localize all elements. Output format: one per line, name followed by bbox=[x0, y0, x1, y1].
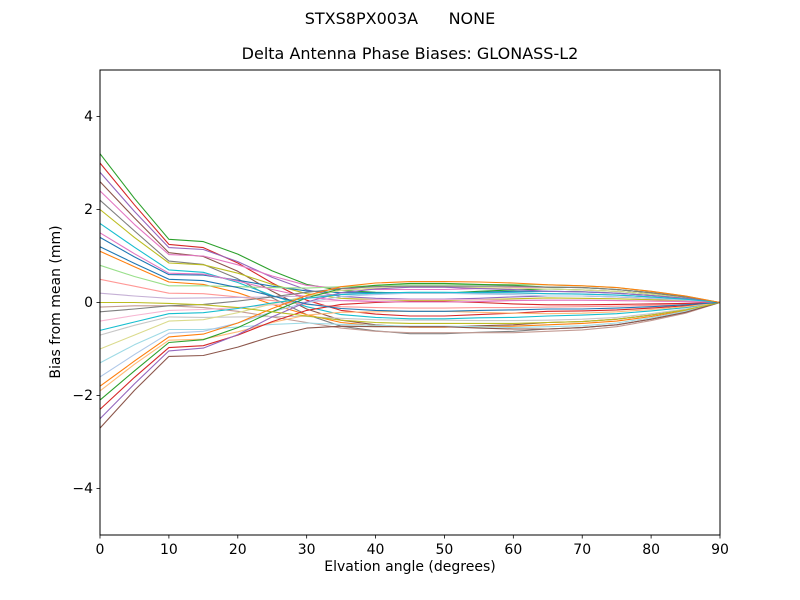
x-tick-label: 0 bbox=[95, 542, 105, 558]
series-line-11 bbox=[99, 278, 721, 309]
series-line-28 bbox=[99, 246, 721, 312]
series-line-13 bbox=[99, 301, 721, 334]
y-tick-label: −2 bbox=[72, 387, 93, 404]
axes-title: Delta Antenna Phase Biases: GLONASS-L2 bbox=[241, 44, 579, 63]
series-line-27 bbox=[99, 291, 721, 331]
y-tick-label: 4 bbox=[84, 108, 93, 125]
y-tick-label: −4 bbox=[72, 480, 93, 497]
x-tick-label: 90 bbox=[711, 542, 729, 558]
x-tick-label: 70 bbox=[573, 542, 592, 558]
series-line-23 bbox=[99, 301, 721, 429]
x-tick-label: 40 bbox=[366, 542, 385, 558]
y-tick-label: 2 bbox=[84, 201, 93, 218]
series-line-24 bbox=[99, 232, 721, 304]
series-line-5 bbox=[99, 199, 721, 335]
series-line-26 bbox=[100, 301, 721, 324]
x-tick-label: 60 bbox=[504, 542, 523, 558]
x-tick-label: 80 bbox=[642, 542, 661, 558]
series-line-7 bbox=[99, 222, 721, 320]
axes-spines bbox=[99, 69, 721, 536]
x-tick-label: 20 bbox=[228, 542, 247, 558]
y-tick-label: 0 bbox=[84, 294, 93, 311]
figure-title: STXS8PX003A NONE bbox=[304, 9, 496, 28]
series-line-29 bbox=[99, 281, 721, 387]
series-line-18 bbox=[99, 292, 721, 378]
x-tick-label: 30 bbox=[297, 542, 316, 558]
x-axis-label: Elvation angle (degrees) bbox=[324, 559, 496, 575]
series-line-22 bbox=[99, 286, 721, 420]
series-line-15 bbox=[99, 301, 721, 336]
x-tick-label: 50 bbox=[435, 542, 454, 558]
series-line-6 bbox=[99, 209, 721, 304]
series-line-1 bbox=[99, 162, 721, 317]
x-tick-label: 10 bbox=[159, 542, 178, 558]
